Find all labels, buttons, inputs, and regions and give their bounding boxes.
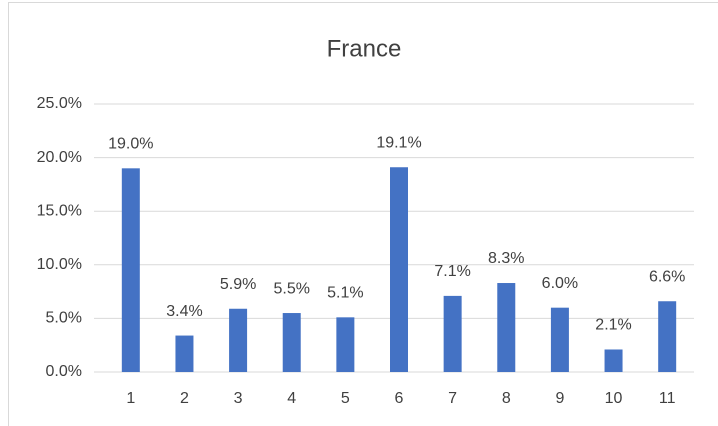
y-tick-label: 5.0% <box>46 310 82 327</box>
x-tick-label: 10 <box>605 390 623 407</box>
data-label: 6.6% <box>649 268 685 285</box>
bar <box>121 168 140 372</box>
x-tick-label: 5 <box>341 390 350 407</box>
x-tick-label: 2 <box>180 390 189 407</box>
x-tick-label: 8 <box>502 390 511 407</box>
y-tick-label: 25.0% <box>37 95 82 112</box>
bar <box>658 301 677 372</box>
bar <box>229 308 248 372</box>
x-tick-label: 6 <box>395 390 404 407</box>
data-label: 19.1% <box>376 134 421 151</box>
data-label: 19.0% <box>108 136 153 153</box>
y-tick-label: 10.0% <box>37 256 82 273</box>
data-label: 5.9% <box>220 276 256 293</box>
y-tick-label: 15.0% <box>37 202 82 219</box>
x-tick-label: 9 <box>555 390 564 407</box>
bar <box>550 307 569 372</box>
chart-title: France <box>327 35 402 62</box>
x-tick-label: 4 <box>287 390 296 407</box>
data-label: 2.1% <box>595 317 631 334</box>
x-tick-label: 7 <box>448 390 457 407</box>
bar <box>604 349 623 372</box>
bar <box>282 313 301 372</box>
x-tick-label: 3 <box>234 390 243 407</box>
data-label: 3.4% <box>166 303 202 320</box>
bar <box>390 167 408 372</box>
bar <box>336 317 355 372</box>
data-label: 7.1% <box>434 263 470 280</box>
data-label: 5.1% <box>327 285 363 302</box>
x-tick-label: 1 <box>126 390 135 407</box>
y-tick-label: 0.0% <box>46 363 82 380</box>
bar <box>497 283 516 372</box>
data-label: 6.0% <box>542 275 578 292</box>
chart-border <box>8 2 718 426</box>
data-label: 8.3% <box>488 250 524 267</box>
bar <box>175 335 194 372</box>
x-tick-label: 11 <box>659 390 676 407</box>
y-tick-label: 20.0% <box>37 149 82 166</box>
data-label: 5.5% <box>273 280 309 297</box>
bar <box>443 295 462 372</box>
